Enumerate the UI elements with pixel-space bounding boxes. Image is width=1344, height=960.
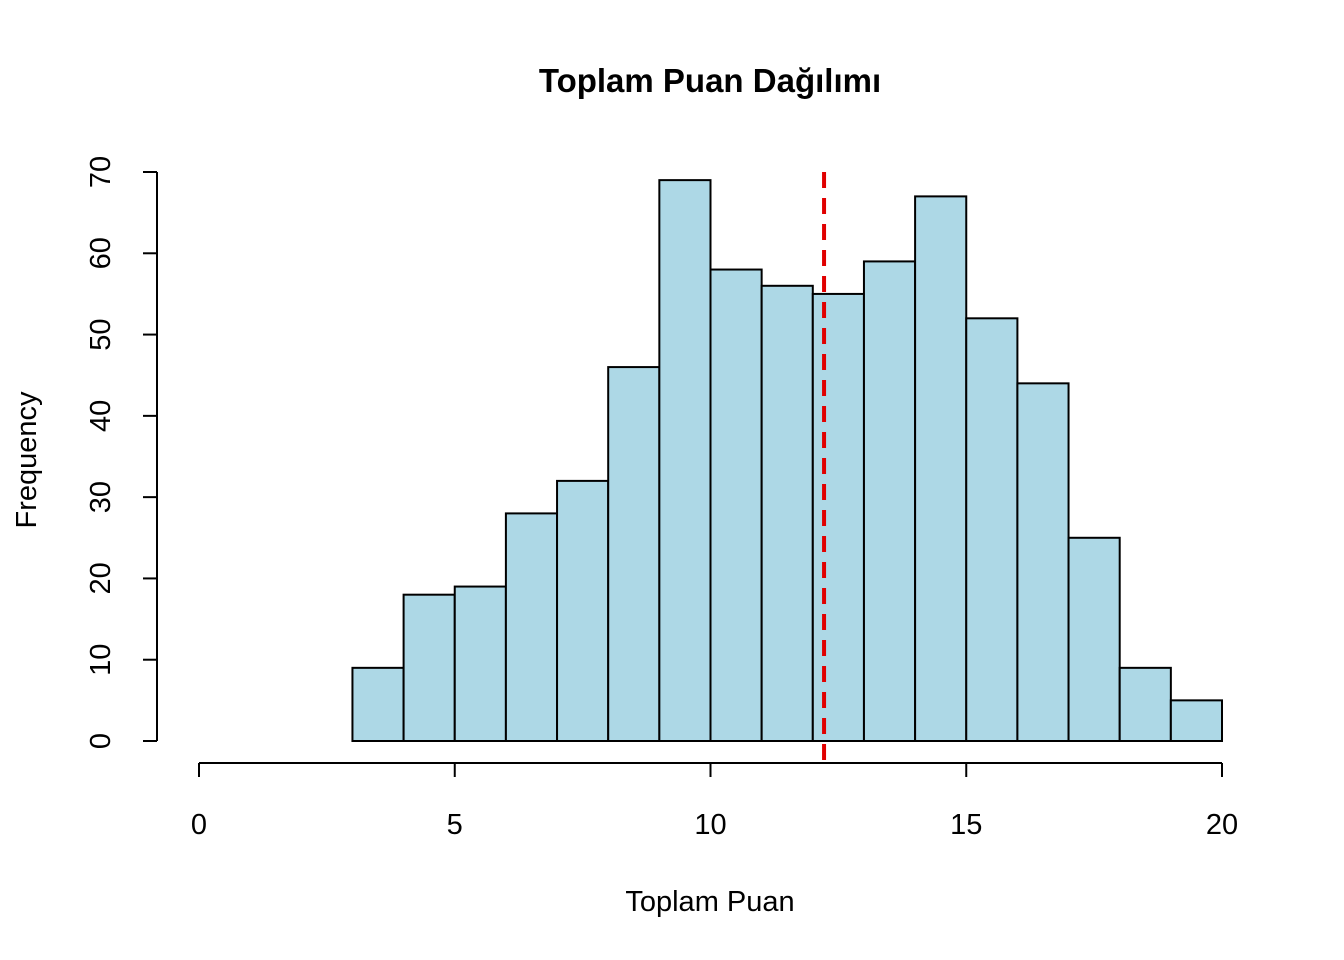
x-tick-label-4: 20 <box>1206 809 1238 841</box>
histogram-bar-10 <box>862 260 917 742</box>
y-tick-label-1: 10 <box>85 644 117 676</box>
x-tick-label-3: 15 <box>950 809 982 841</box>
x-axis-label: Toplam Puan <box>625 886 794 918</box>
y-tick-label-4: 40 <box>85 400 117 432</box>
histogram-bar-2 <box>453 585 507 742</box>
y-axis-label: Frequency <box>11 391 43 529</box>
histogram-bar-5 <box>607 366 661 742</box>
x-tick-label-2: 10 <box>694 809 726 841</box>
x-tick-label-1: 5 <box>447 809 463 841</box>
y-tick-label-3: 30 <box>85 481 117 513</box>
histogram-bar-3 <box>504 512 559 743</box>
x-axis: 0 5 10 15 20 <box>191 762 1238 841</box>
x-tick-label-0: 0 <box>191 809 207 841</box>
histogram-bar-16 <box>1169 699 1223 742</box>
histogram-bar-14 <box>1067 536 1121 742</box>
y-tick-label-5: 50 <box>85 318 117 350</box>
histogram-bar-12 <box>965 317 1019 742</box>
y-tick-label-2: 20 <box>85 562 117 594</box>
y-axis: 0 10 20 30 40 50 60 70 <box>85 156 158 749</box>
histogram-bar-13 <box>1016 382 1070 742</box>
histogram-bar-8 <box>760 284 814 742</box>
y-tick-label-7: 70 <box>85 156 117 188</box>
y-tick-label-0: 0 <box>85 733 117 749</box>
histogram-bar-4 <box>556 479 610 742</box>
histogram-bar-15 <box>1118 666 1172 742</box>
chart-title: Toplam Puan Dağılımı <box>539 62 881 99</box>
histogram-bar-0 <box>351 666 405 742</box>
bars-group <box>351 179 1223 743</box>
histogram-bar-11 <box>914 195 968 742</box>
histogram-bar-6 <box>658 179 712 742</box>
y-tick-label-6: 60 <box>85 237 117 269</box>
histogram-bar-1 <box>402 593 456 743</box>
histogram-bar-7 <box>709 268 763 742</box>
histogram-bar-9 <box>811 292 865 742</box>
